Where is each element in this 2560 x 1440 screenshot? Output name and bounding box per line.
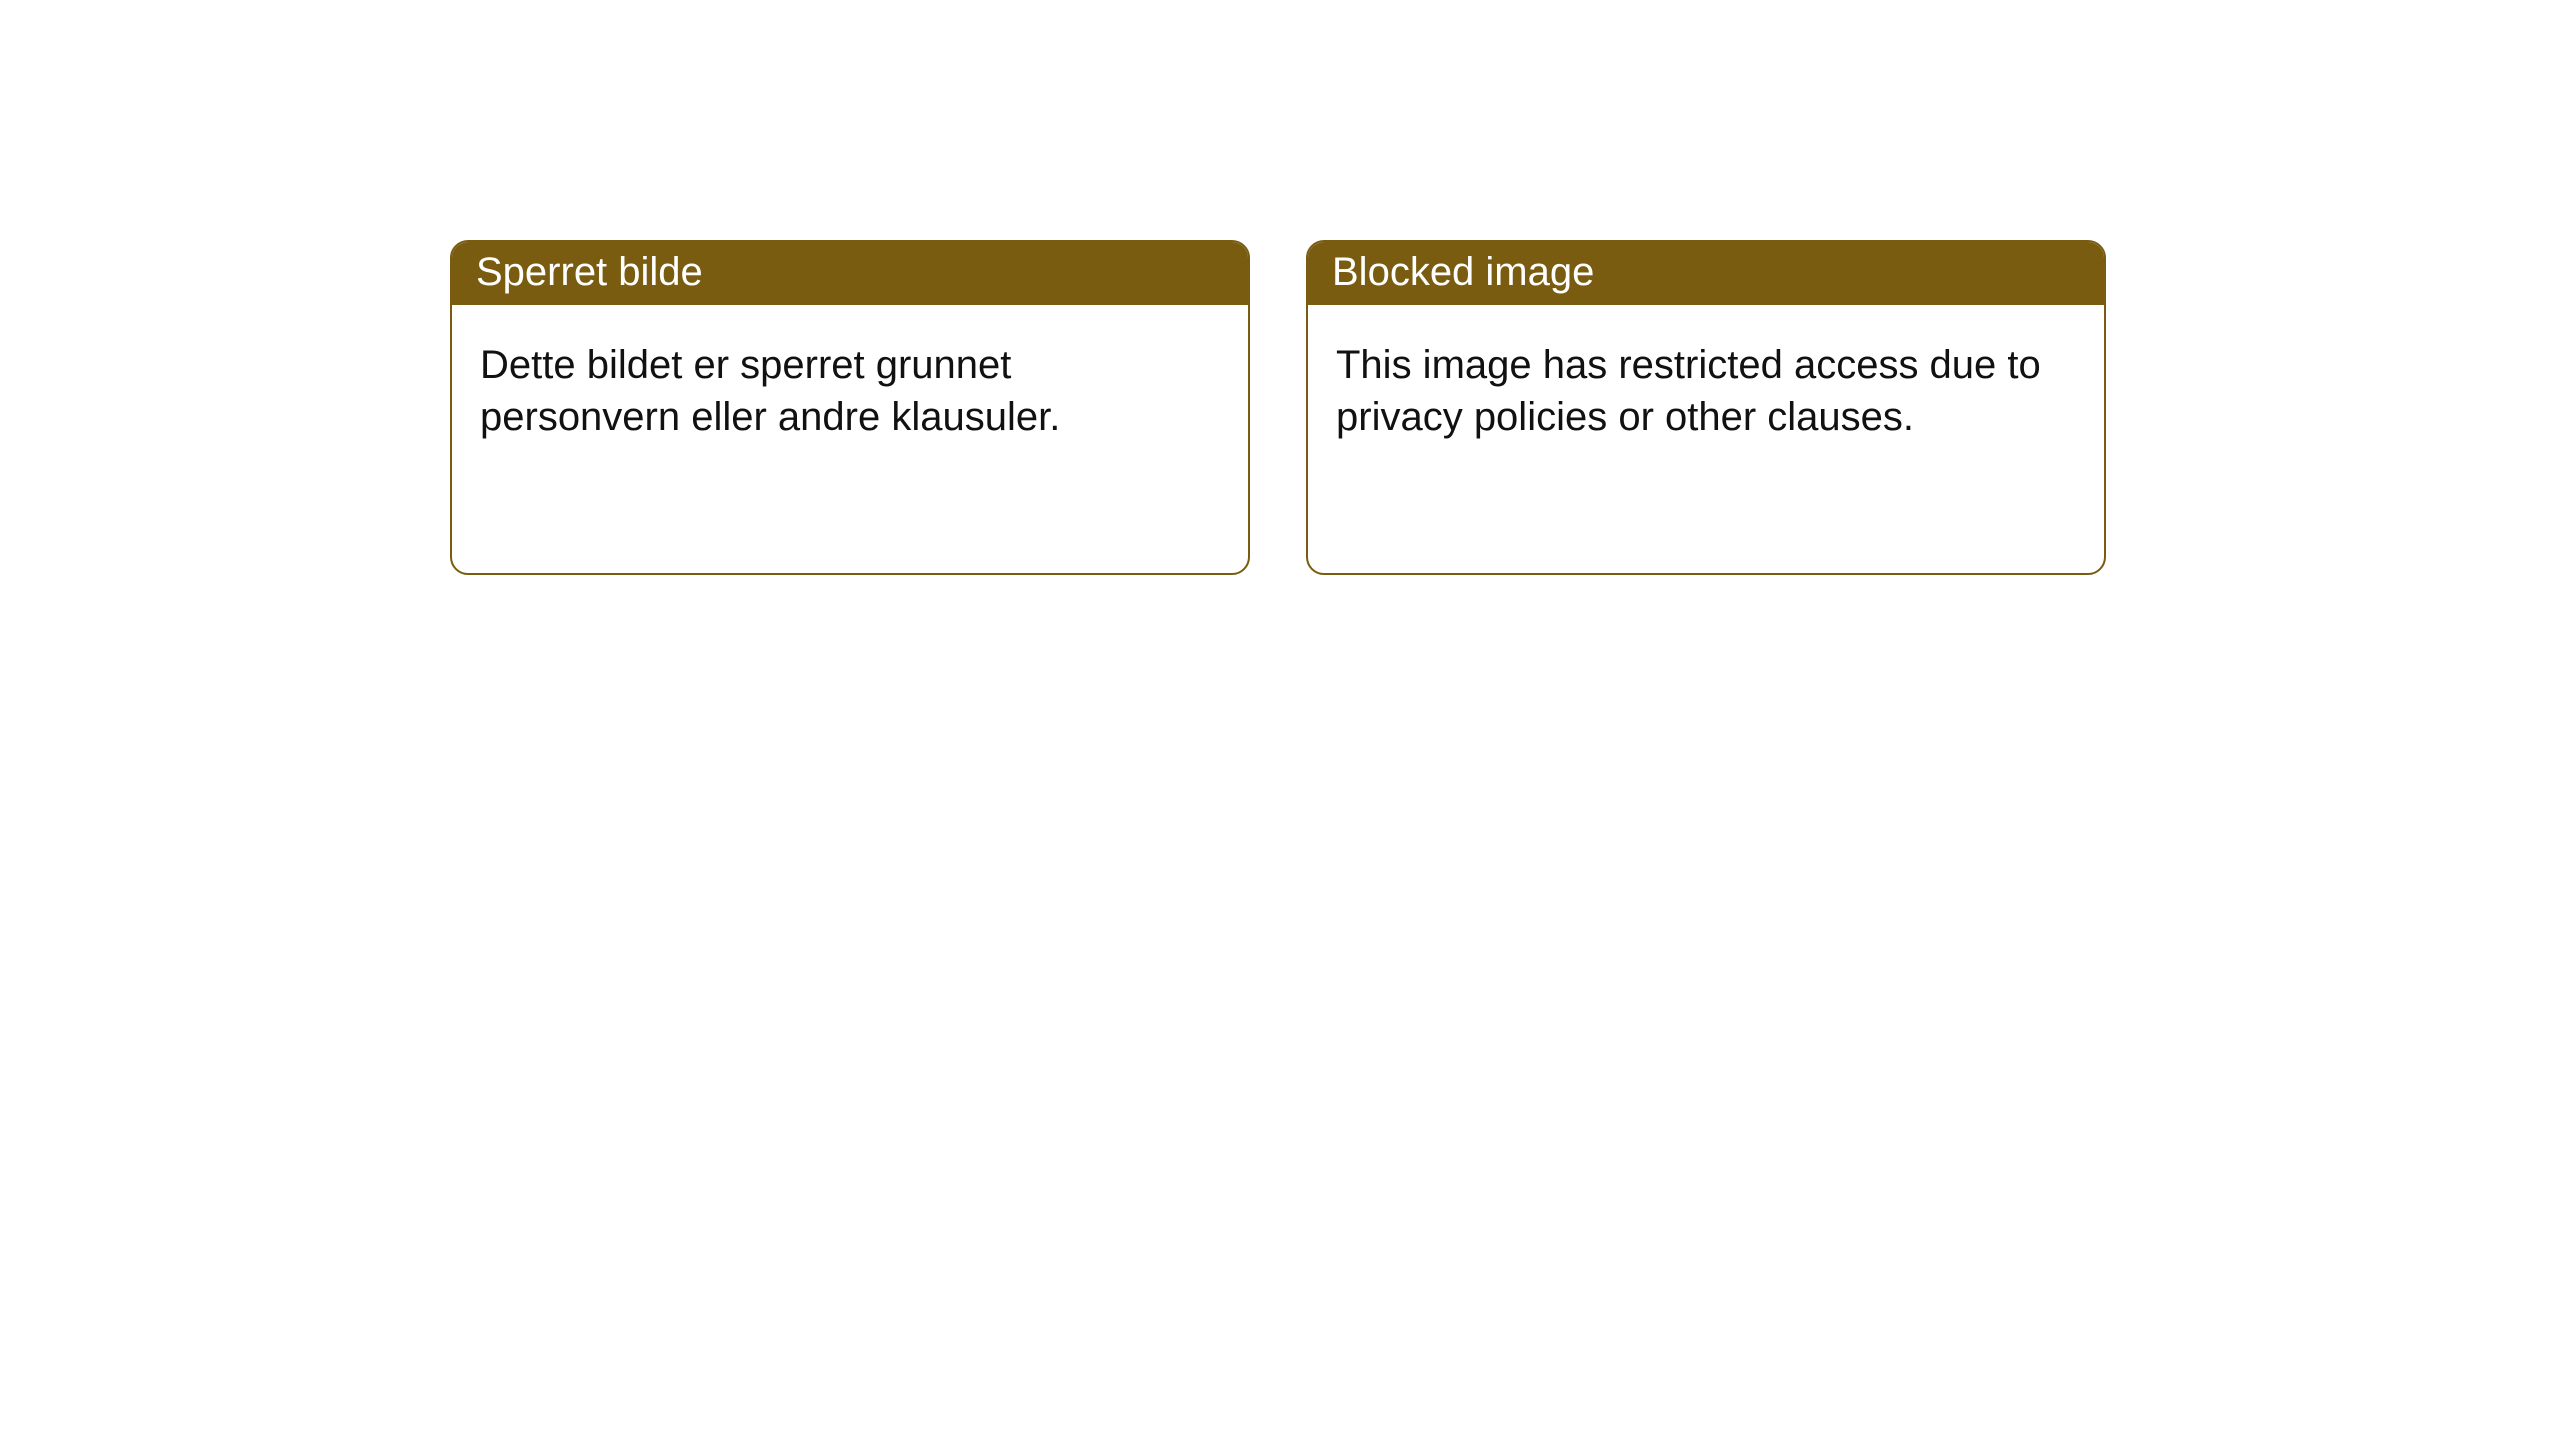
card-header: Blocked image [1308, 242, 2104, 305]
notice-container: Sperret bilde Dette bildet er sperret gr… [0, 0, 2560, 575]
card-body: Dette bildet er sperret grunnet personve… [452, 305, 1248, 477]
notice-card-norwegian: Sperret bilde Dette bildet er sperret gr… [450, 240, 1250, 575]
notice-card-english: Blocked image This image has restricted … [1306, 240, 2106, 575]
card-body: This image has restricted access due to … [1308, 305, 2104, 477]
card-header: Sperret bilde [452, 242, 1248, 305]
